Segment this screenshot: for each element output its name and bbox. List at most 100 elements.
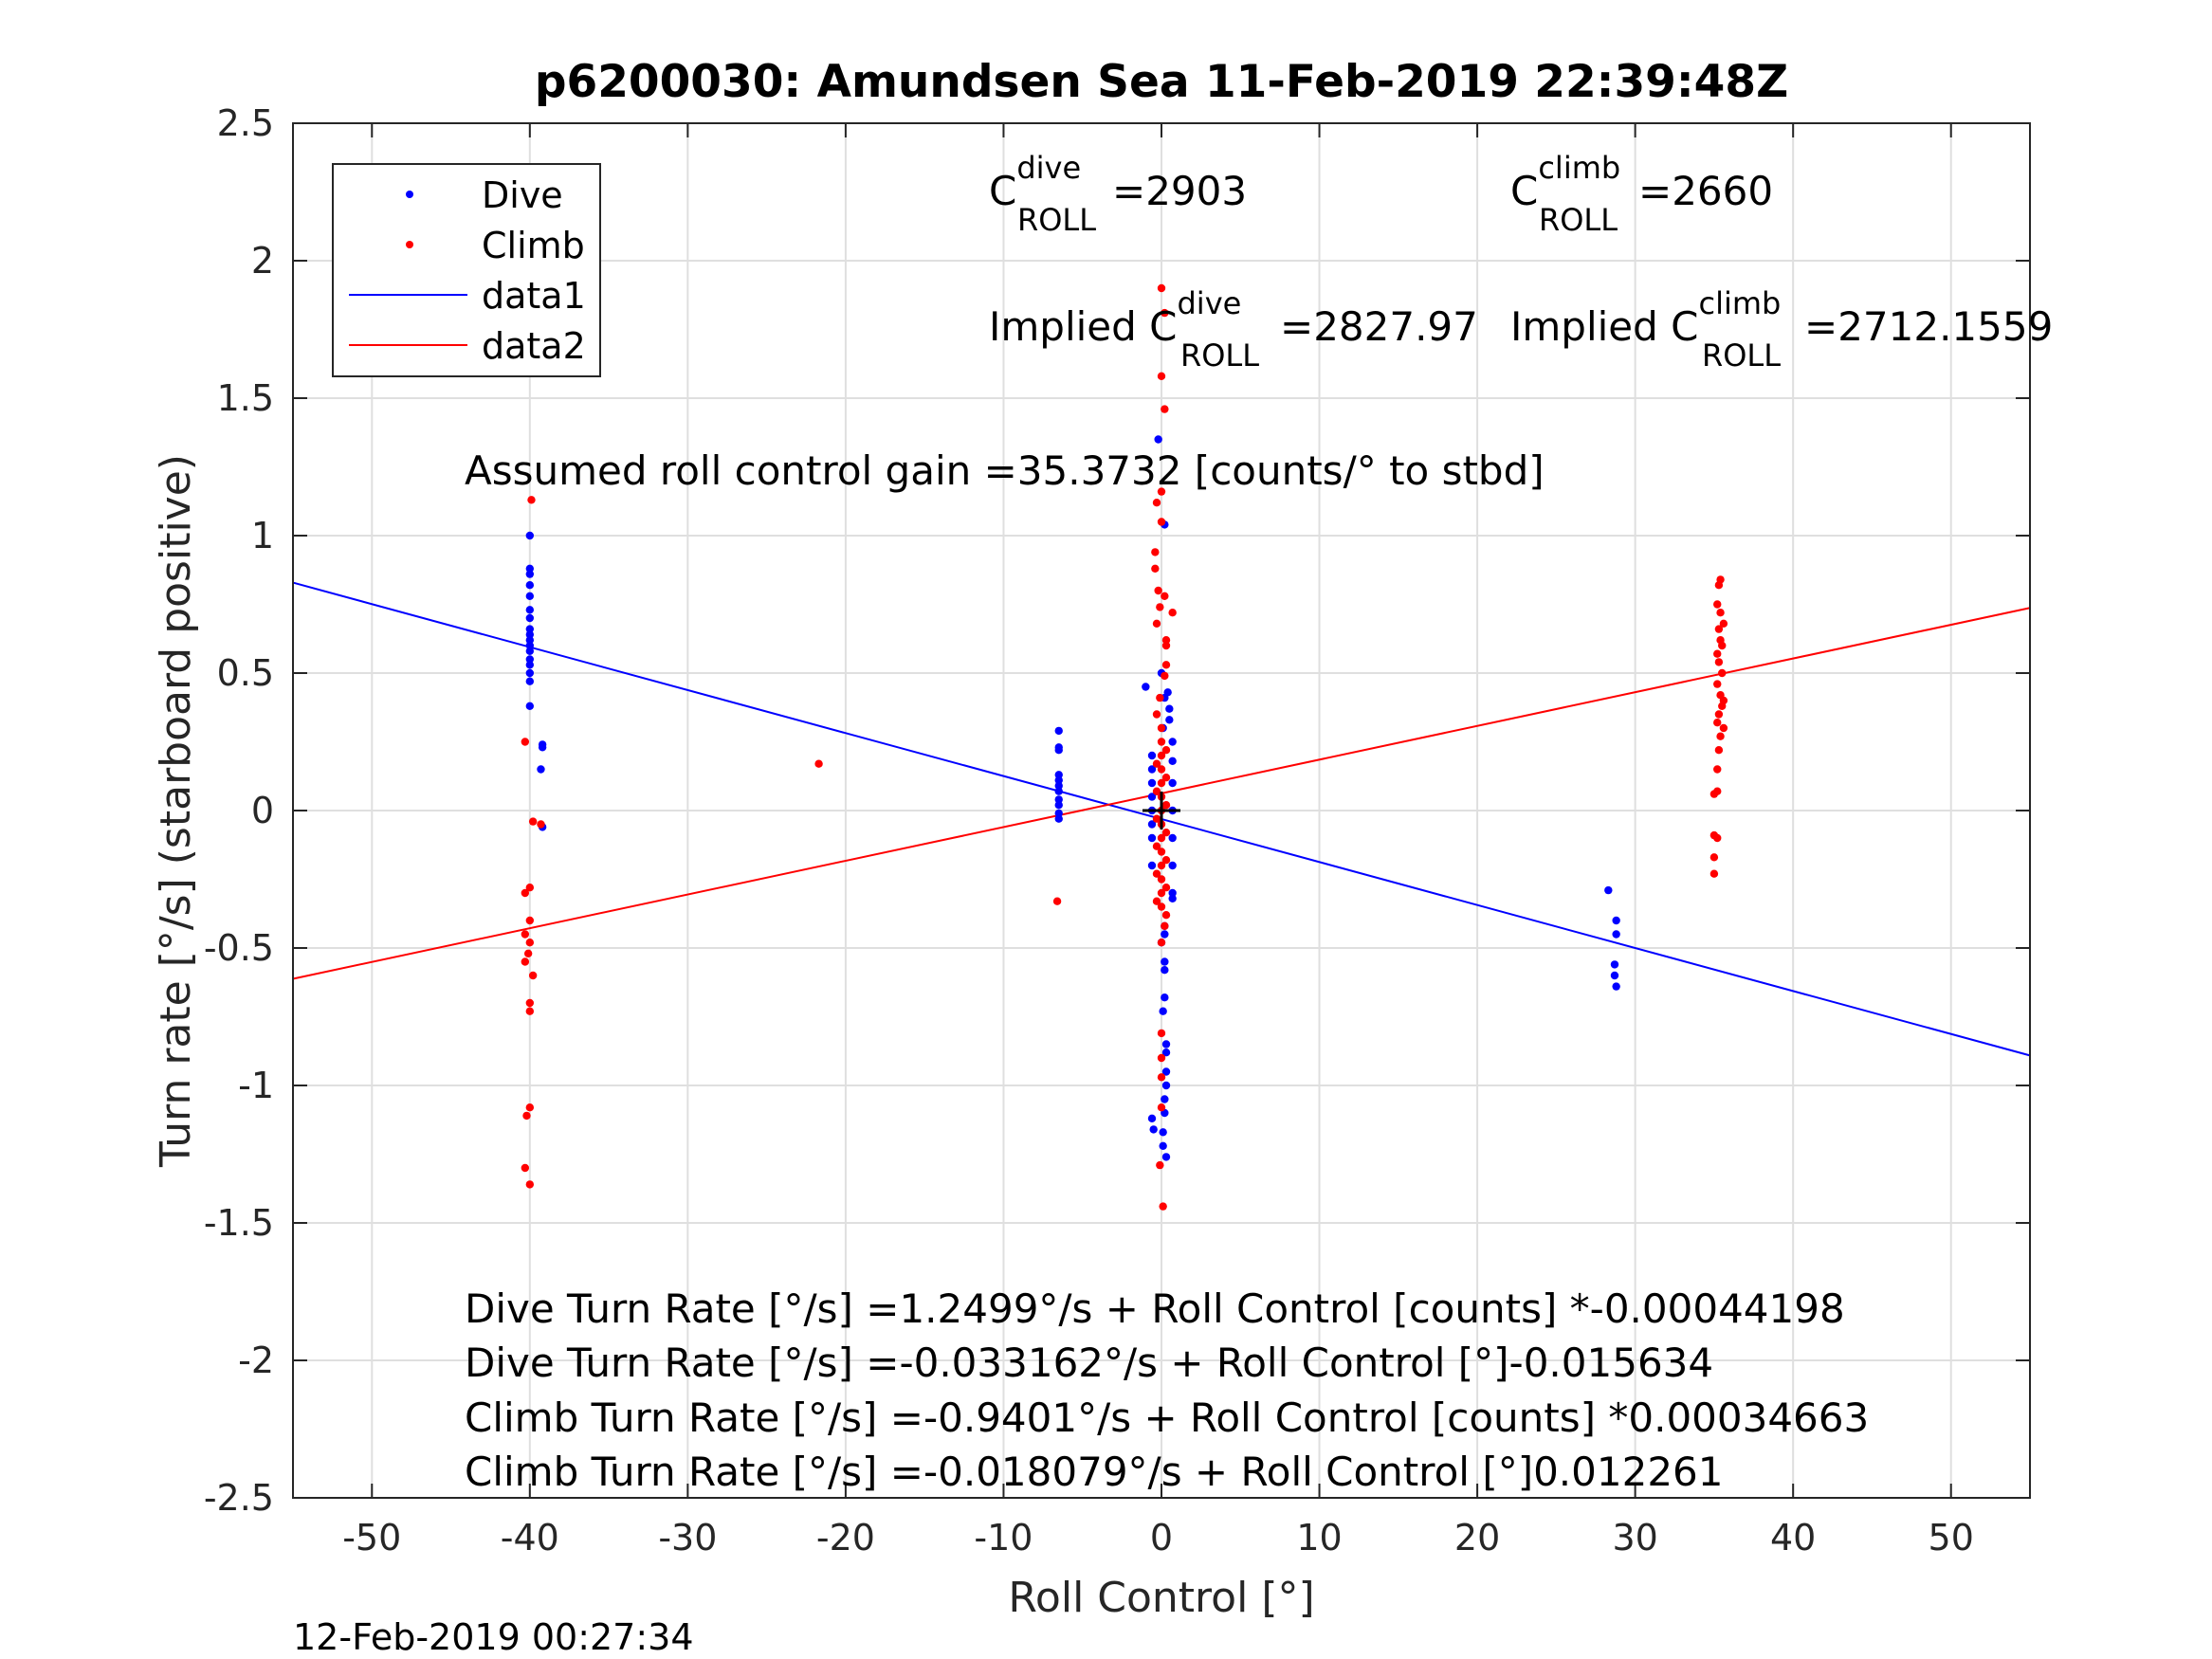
dive-point — [1142, 683, 1150, 691]
c-roll-dive-annotation: Cdive ROLL=2903 — [989, 150, 1247, 238]
dive-equation-degrees: Dive Turn Rate [°/s] =-0.033162°/s + Rol… — [465, 1340, 1713, 1386]
climb-point — [1716, 609, 1725, 617]
x-axis-label: Roll Control [°] — [1008, 1574, 1314, 1622]
legend-data2-label: data2 — [482, 325, 586, 367]
roll-gain-annotation: Assumed roll control gain =35.3732 [coun… — [465, 447, 1545, 494]
dive-point — [1159, 1007, 1167, 1015]
y-tick-label: 2.5 — [217, 102, 274, 144]
implied-c-roll-dive-annotation: Implied Cdive ROLL=2827.97 — [989, 285, 1478, 374]
climb-point — [537, 820, 545, 829]
dive-point — [525, 613, 535, 623]
climb-point — [1714, 746, 1724, 755]
dive-point — [525, 668, 535, 678]
climb-point — [1157, 518, 1166, 526]
dive-point — [525, 625, 535, 633]
climb-point — [1152, 814, 1161, 823]
climb-point — [1157, 487, 1166, 496]
dive-point — [1147, 751, 1157, 760]
x-axis-ticks: -50 -40 -30 -20 -10 0 10 20 30 40 50 — [342, 123, 1974, 1559]
climb-point — [521, 930, 530, 939]
x-tick-label: 50 — [1929, 1517, 1974, 1559]
dive-point — [1168, 861, 1177, 870]
climb-point — [1157, 738, 1166, 746]
dive-point — [537, 765, 545, 774]
climb-point — [1157, 848, 1166, 856]
climb-point — [1168, 609, 1177, 617]
dive-point — [1165, 704, 1174, 713]
climb-point — [1152, 759, 1161, 768]
dive-point — [1147, 861, 1157, 870]
y-tick-label: 1 — [251, 515, 274, 556]
y-tick-label: 1.5 — [217, 377, 274, 419]
dive-point — [1159, 1141, 1167, 1151]
dive-point — [1161, 1040, 1171, 1048]
climb-point — [1152, 897, 1161, 905]
climb-point — [1714, 658, 1724, 666]
climb-point — [1716, 732, 1725, 740]
legend-box — [332, 163, 601, 377]
climb-point — [522, 1111, 531, 1121]
climb-point — [1713, 649, 1722, 658]
climb-point — [1161, 661, 1171, 669]
y-tick-label: -1.5 — [204, 1202, 274, 1244]
climb-point — [521, 1163, 530, 1173]
dive-point — [1147, 765, 1157, 774]
dive-point — [1610, 960, 1619, 969]
dive-point — [525, 647, 535, 655]
dive-point — [1054, 746, 1063, 755]
climb-point — [525, 1180, 535, 1189]
dive-point — [1159, 1128, 1167, 1137]
legend-climb-label: Climb — [482, 225, 585, 266]
dive-point — [1054, 814, 1063, 823]
dive-point — [1054, 771, 1063, 779]
climb-point — [1713, 600, 1722, 609]
climb-point — [1161, 801, 1171, 810]
dive-point — [525, 677, 535, 685]
climb-point — [1157, 939, 1166, 947]
dive-point — [1054, 809, 1063, 818]
climb-point — [525, 916, 535, 925]
plot-marks — [292, 283, 2031, 1211]
climb-point — [1157, 778, 1166, 788]
dive-point — [525, 592, 535, 600]
climb-point — [527, 496, 536, 504]
dive-point — [1161, 1067, 1171, 1076]
dive-point — [1161, 930, 1169, 939]
climb-point — [1718, 702, 1727, 710]
climb-point — [1157, 1029, 1166, 1038]
climb-point — [1159, 1202, 1167, 1211]
dive-point — [1604, 885, 1613, 895]
climb-point — [521, 888, 530, 898]
dive-point — [1054, 781, 1063, 791]
climb-point — [1157, 1053, 1166, 1063]
y-axis-ticks: 2.5 2 1.5 1 0.5 0 -0.5 -1 -1.5 -2 -2.5 — [204, 102, 2030, 1519]
climb-point — [1156, 603, 1164, 611]
x-tick-label: 30 — [1612, 1517, 1657, 1559]
dive-point — [1161, 1081, 1171, 1090]
climb-point — [525, 939, 535, 947]
dive-point — [1161, 957, 1169, 966]
legend-climb-marker — [406, 241, 413, 248]
climb-point — [1713, 719, 1722, 727]
climb-point — [1161, 641, 1171, 650]
dive-equation-counts: Dive Turn Rate [°/s] =1.2499°/s + Roll C… — [465, 1285, 1845, 1332]
climb-point — [1151, 564, 1160, 573]
dive-point — [1612, 982, 1620, 991]
dive-point — [1168, 833, 1177, 843]
climb-point — [525, 884, 535, 892]
dive-point — [1149, 1125, 1158, 1134]
legend: Dive Climb data1 data2 — [332, 163, 601, 377]
climb-point — [1713, 680, 1722, 688]
legend-dive-marker — [406, 191, 413, 198]
y-tick-label: -2.5 — [204, 1477, 274, 1519]
x-tick-label: -40 — [501, 1517, 559, 1559]
dive-point — [525, 641, 535, 650]
y-tick-label: -0.5 — [204, 927, 274, 969]
x-tick-label: 0 — [1150, 1517, 1173, 1559]
climb-point — [1152, 869, 1161, 878]
chart-title: p6200030: Amundsen Sea 11-Feb-2019 22:39… — [535, 56, 1788, 108]
dive-point — [1147, 833, 1157, 843]
y-tick-label: 0.5 — [217, 652, 274, 694]
dive-point — [1147, 793, 1157, 801]
climb-point — [1709, 790, 1719, 798]
